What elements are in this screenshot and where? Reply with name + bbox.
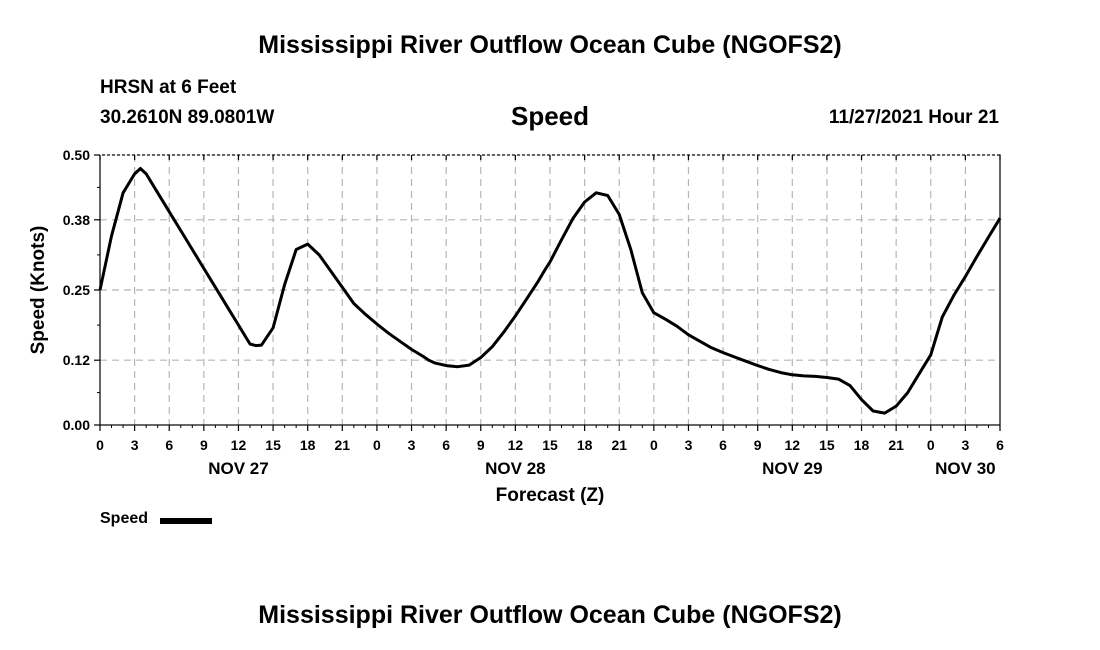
- x-tick-label: 18: [854, 437, 870, 453]
- x-tick-label: 18: [577, 437, 593, 453]
- x-tick-label: 6: [996, 437, 1004, 453]
- x-tick-label: 6: [165, 437, 173, 453]
- speed-chart: 0.00 0.12 0.25 0.38 0.50 0 3 6 9 12 15 18 21 0 3 6 9 12 15…: [28, 147, 1004, 506]
- x-tick-label: 15: [819, 437, 835, 453]
- station-label: HRSN at 6 Feet: [100, 77, 237, 98]
- x-tick-label: 12: [508, 437, 524, 453]
- x-tick-label: 6: [719, 437, 727, 453]
- legend-swatch: [160, 518, 212, 524]
- x-tick-label: 3: [685, 437, 693, 453]
- x-tick-label: 0: [650, 437, 658, 453]
- x-tick-label: 3: [131, 437, 139, 453]
- x-tick-label: 21: [611, 437, 627, 453]
- x-tick-label: 3: [408, 437, 416, 453]
- station-coordinates: 30.2610N 89.0801W: [100, 107, 275, 128]
- forecast-datetime: 11/27/2021 Hour 21: [828, 107, 999, 128]
- speed-series-line: [98, 167, 1002, 415]
- chart-labels: 0.00 0.12 0.25 0.38 0.50 0 3 6 9 12 15 18 21 0 3 6 9 12 15…: [63, 147, 1004, 478]
- x-tick-label: 15: [542, 437, 558, 453]
- x-tick-label: 0: [96, 437, 104, 453]
- x-tick-label: 12: [231, 437, 247, 453]
- day-label: NOV 28: [485, 459, 545, 478]
- x-tick-label: 0: [927, 437, 935, 453]
- x-tick-label: 15: [265, 437, 281, 453]
- chart-ticks: [94, 154, 1001, 431]
- day-label: NOV 29: [762, 459, 822, 478]
- x-tick-label: 12: [785, 437, 801, 453]
- x-tick-label: 9: [477, 437, 485, 453]
- y-tick-label: 0.00: [63, 417, 90, 433]
- chart-title: Speed: [510, 101, 590, 131]
- legend-label: Speed: [100, 510, 149, 527]
- x-axis-title: Forecast (Z): [496, 485, 605, 506]
- x-tick-label: 9: [200, 437, 208, 453]
- day-label: NOV 30: [935, 459, 995, 478]
- footer-title: Mississippi River Outflow Ocean Cube (NG…: [258, 601, 842, 629]
- chart-grid: [100, 155, 1000, 425]
- x-tick-label: 21: [888, 437, 904, 453]
- x-tick-label: 18: [300, 437, 316, 453]
- page-title: Mississippi River Outflow Ocean Cube (NG…: [258, 31, 842, 59]
- x-tick-label: 3: [961, 437, 969, 453]
- day-label: NOV 27: [208, 459, 268, 478]
- x-tick-label: 9: [754, 437, 762, 453]
- x-tick-label: 21: [335, 437, 351, 453]
- y-tick-label: 0.50: [63, 147, 90, 163]
- y-tick-label: 0.25: [63, 282, 90, 298]
- y-tick-label: 0.12: [63, 352, 90, 368]
- y-axis-title: Speed (Knots): [28, 226, 49, 355]
- x-tick-label: 6: [442, 437, 450, 453]
- y-tick-label: 0.38: [63, 212, 90, 228]
- x-tick-label: 0: [373, 437, 381, 453]
